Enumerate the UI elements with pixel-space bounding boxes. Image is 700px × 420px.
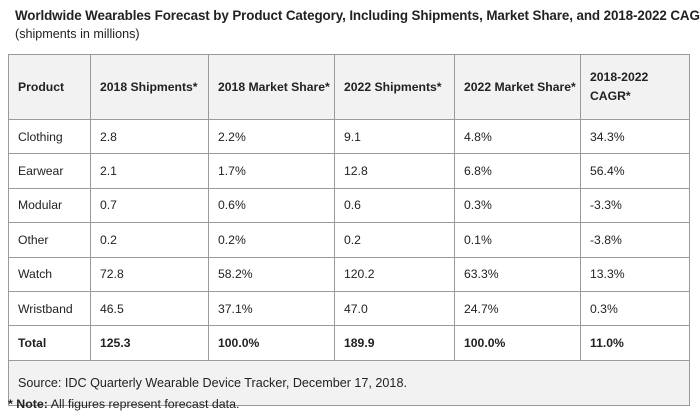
total-2018-shipments: 125.3 bbox=[90, 325, 209, 361]
cell-cagr: -3.3% bbox=[580, 187, 690, 224]
header-2018-shipments: 2018 Shipments* bbox=[90, 54, 209, 120]
table-source-row: Source: IDC Quarterly Wearable Device Tr… bbox=[8, 359, 690, 406]
table-title: Worldwide Wearables Forecast by Product … bbox=[15, 8, 700, 23]
table-total-row: Total 125.3 100.0% 189.9 100.0% 11.0% bbox=[8, 325, 690, 361]
cell-cagr: -3.8% bbox=[580, 222, 690, 258]
cell-2022-market-share: 24.7% bbox=[454, 290, 581, 327]
header-2018-market-share: 2018 Market Share* bbox=[208, 54, 335, 120]
header-2022-shipments: 2022 Shipments* bbox=[334, 54, 455, 120]
total-2022-shipments: 189.9 bbox=[334, 325, 455, 361]
header-cagr: 2018-2022 CAGR* bbox=[580, 54, 690, 120]
header-product: Product bbox=[8, 54, 91, 120]
table-subtitle: (shipments in millions) bbox=[15, 27, 140, 41]
cell-cagr: 34.3% bbox=[580, 118, 690, 155]
cell-2022-market-share: 63.3% bbox=[454, 256, 581, 292]
cell-2022-shipments: 0.6 bbox=[334, 187, 455, 224]
cell-cagr: 0.3% bbox=[580, 290, 690, 327]
cell-2018-market-share: 1.7% bbox=[208, 153, 335, 189]
table-row: Earwear 2.1 1.7% 12.8 6.8% 56.4% bbox=[8, 153, 690, 189]
cell-2022-shipments: 0.2 bbox=[334, 222, 455, 258]
total-2018-market-share: 100.0% bbox=[208, 325, 335, 361]
cell-product: Clothing bbox=[8, 118, 91, 155]
table-row: Modular 0.7 0.6% 0.6 0.3% -3.3% bbox=[8, 187, 690, 224]
cell-2022-shipments: 120.2 bbox=[334, 256, 455, 292]
table-row: Other 0.2 0.2% 0.2 0.1% -3.8% bbox=[8, 222, 690, 258]
cell-2018-market-share: 0.6% bbox=[208, 187, 335, 224]
cell-product: Wristband bbox=[8, 290, 91, 327]
cell-2022-market-share: 0.3% bbox=[454, 187, 581, 224]
table-row: Wristband 46.5 37.1% 47.0 24.7% 0.3% bbox=[8, 290, 690, 327]
cell-2018-market-share: 2.2% bbox=[208, 118, 335, 155]
header-2022-market-share: 2022 Market Share* bbox=[454, 54, 581, 120]
total-2022-market-share: 100.0% bbox=[454, 325, 581, 361]
cell-2018-shipments: 2.8 bbox=[90, 118, 209, 155]
cell-2022-shipments: 12.8 bbox=[334, 153, 455, 189]
cell-2022-market-share: 4.8% bbox=[454, 118, 581, 155]
cell-2018-shipments: 0.7 bbox=[90, 187, 209, 224]
cell-2018-market-share: 37.1% bbox=[208, 290, 335, 327]
total-cagr: 11.0% bbox=[580, 325, 690, 361]
cell-product: Watch bbox=[8, 256, 91, 292]
cell-2022-market-share: 0.1% bbox=[454, 222, 581, 258]
table-header-row: Product 2018 Shipments* 2018 Market Shar… bbox=[8, 54, 690, 120]
cell-2022-shipments: 47.0 bbox=[334, 290, 455, 327]
table-row: Watch 72.8 58.2% 120.2 63.3% 13.3% bbox=[8, 256, 690, 292]
cell-product: Earwear bbox=[8, 153, 91, 189]
cell-2022-market-share: 6.8% bbox=[454, 153, 581, 189]
cell-2018-shipments: 2.1 bbox=[90, 153, 209, 189]
footnote: * Note: All figures represent forecast d… bbox=[8, 397, 239, 411]
cell-product: Other bbox=[8, 222, 91, 258]
source-text: Source: IDC Quarterly Wearable Device Tr… bbox=[8, 359, 690, 406]
cell-2018-market-share: 0.2% bbox=[208, 222, 335, 258]
total-label: Total bbox=[8, 325, 91, 361]
footnote-text: All figures represent forecast data. bbox=[50, 397, 240, 411]
cell-cagr: 13.3% bbox=[580, 256, 690, 292]
cell-cagr: 56.4% bbox=[580, 153, 690, 189]
cell-2018-shipments: 72.8 bbox=[90, 256, 209, 292]
cell-2018-shipments: 0.2 bbox=[90, 222, 209, 258]
wearables-forecast-table: Product 2018 Shipments* 2018 Market Shar… bbox=[8, 54, 690, 406]
cell-2018-market-share: 58.2% bbox=[208, 256, 335, 292]
table-row: Clothing 2.8 2.2% 9.1 4.8% 34.3% bbox=[8, 118, 690, 155]
cell-product: Modular bbox=[8, 187, 91, 224]
footnote-label: * Note: bbox=[8, 397, 48, 411]
cell-2018-shipments: 46.5 bbox=[90, 290, 209, 327]
cell-2022-shipments: 9.1 bbox=[334, 118, 455, 155]
